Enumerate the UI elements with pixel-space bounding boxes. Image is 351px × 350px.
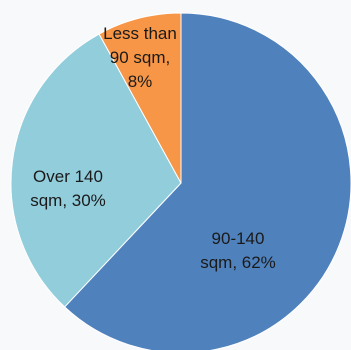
data-label-line: Less than [103, 24, 177, 43]
pie-slice-over-140-sqm [10, 33, 182, 308]
data-label-less-than-90-sqm: Less than 90 sqm, 8% [103, 24, 177, 91]
data-label-line: sqm, 62% [200, 253, 276, 272]
data-label-line: 90 sqm, [110, 48, 170, 67]
data-label-line: 8% [128, 72, 153, 91]
pie-slice-less-than-90-sqm [98, 12, 182, 184]
data-label-line: Over 140 [33, 167, 103, 186]
data-label-line: sqm, 30% [30, 191, 106, 210]
data-label-90-140-sqm: 90-140 sqm, 62% [200, 229, 276, 272]
data-label-line: 90-140 [212, 229, 265, 248]
data-label-over-140-sqm: Over 140 sqm, 30% [30, 167, 106, 210]
